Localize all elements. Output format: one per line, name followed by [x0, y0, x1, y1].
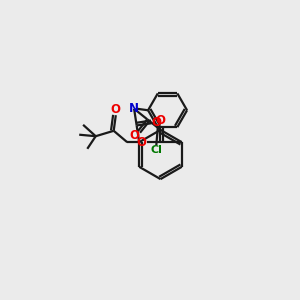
Text: O: O	[136, 136, 146, 149]
Text: O: O	[152, 116, 162, 129]
Text: O: O	[111, 103, 121, 116]
Text: O: O	[155, 114, 165, 128]
Text: O: O	[130, 129, 140, 142]
Text: N: N	[129, 102, 139, 115]
Text: Cl: Cl	[151, 145, 163, 155]
